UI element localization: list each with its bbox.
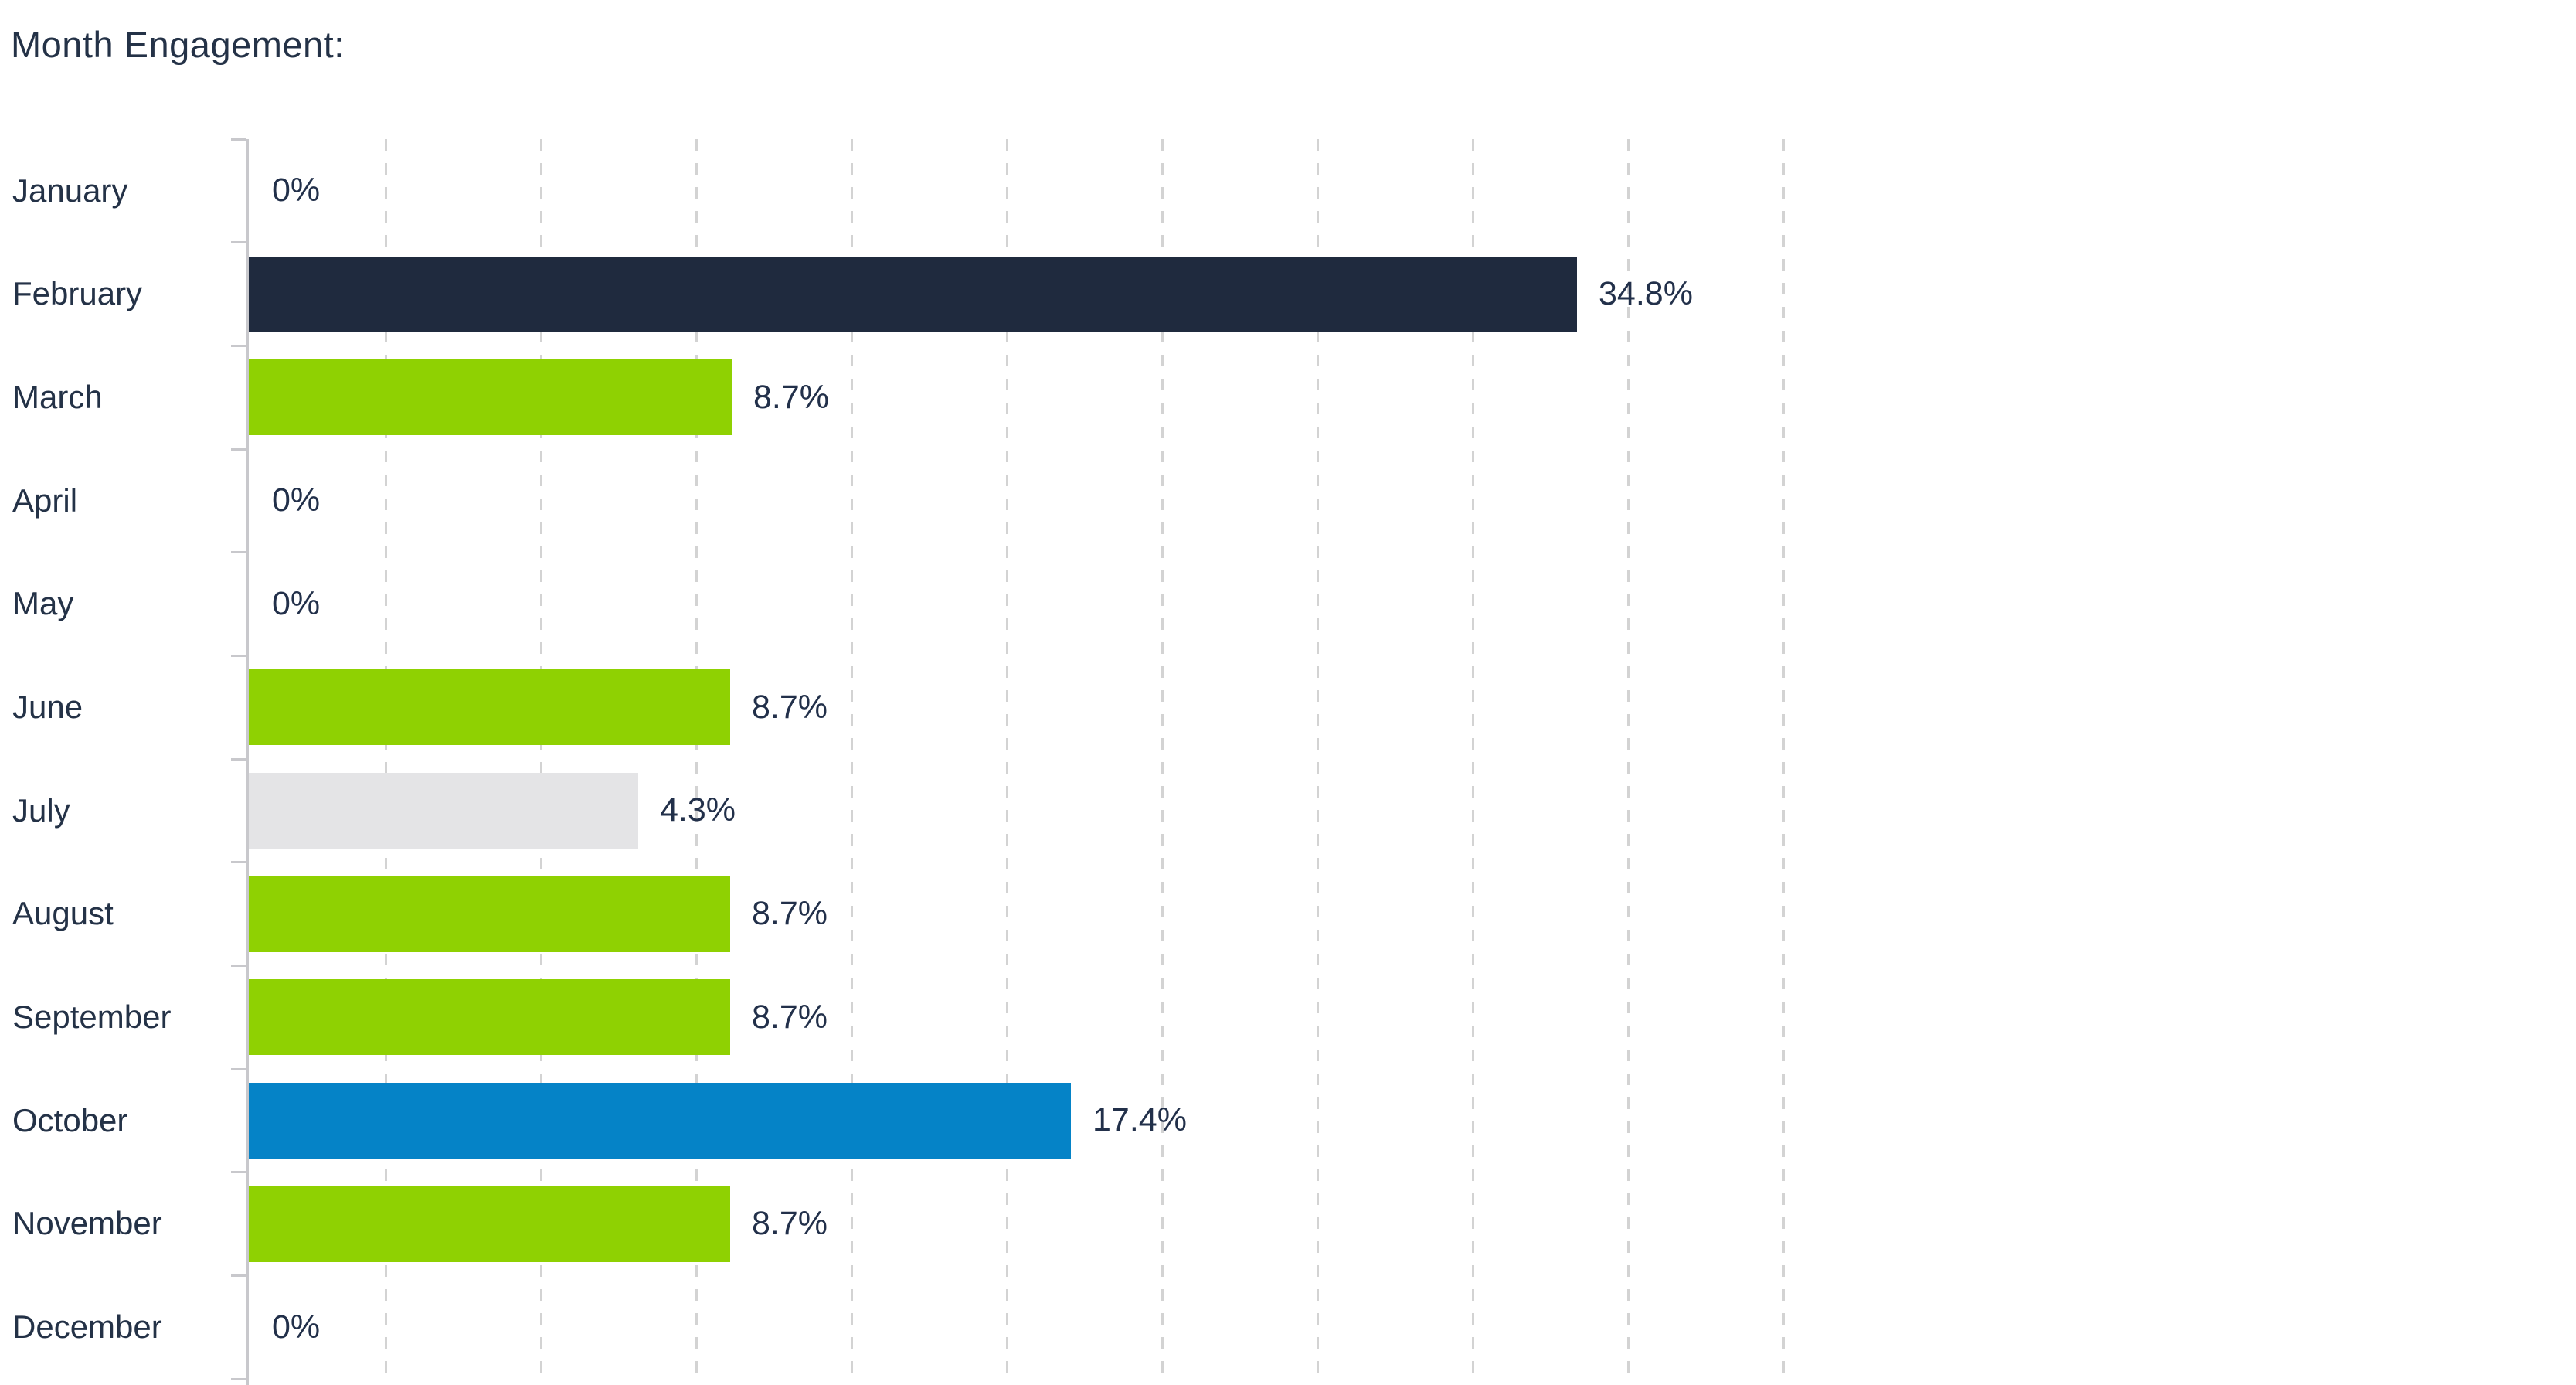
value-label: 0%: [272, 1308, 321, 1346]
bar: [249, 773, 638, 849]
chart-row: June 8.7%: [0, 655, 2576, 759]
value-label: 17.4%: [1093, 1101, 1187, 1139]
axis-tick: [231, 1171, 246, 1174]
month-label: January: [12, 172, 128, 209]
month-label: May: [12, 585, 74, 622]
value-label: 8.7%: [752, 894, 828, 932]
month-label: December: [12, 1308, 162, 1346]
chart-row: March 8.7%: [0, 345, 2576, 449]
axis-tick: [231, 447, 246, 451]
value-label: 0%: [272, 584, 321, 622]
chart-row: October 17.4%: [0, 1069, 2576, 1172]
value-label: 8.7%: [752, 688, 828, 726]
value-label: 8.7%: [752, 998, 828, 1036]
axis-tick: [231, 654, 246, 657]
value-label: 0%: [272, 172, 321, 209]
gridline: [1782, 139, 1785, 1379]
month-label: June: [12, 689, 83, 726]
value-label: 0%: [272, 482, 321, 519]
gridline: [1006, 139, 1008, 1379]
month-label: August: [12, 895, 114, 932]
month-label: October: [12, 1101, 128, 1138]
month-label: November: [12, 1205, 162, 1242]
axis-tick: [231, 344, 246, 347]
month-label: July: [12, 791, 70, 829]
chart-row: December 0%: [0, 1275, 2576, 1379]
gridline: [540, 139, 542, 1379]
chart-row: September 8.7%: [0, 965, 2576, 1069]
bar: [249, 979, 730, 1056]
bar: [249, 1083, 1071, 1159]
value-label: 8.7%: [752, 1204, 828, 1242]
gridline: [1627, 139, 1630, 1379]
axis-tick: [231, 1274, 246, 1277]
axis-tick: [231, 551, 246, 554]
chart-row: May 0%: [0, 553, 2576, 656]
axis-tick: [231, 964, 246, 967]
gridline: [695, 139, 698, 1379]
plot-area: [231, 138, 1785, 1385]
month-engagement-bar-chart: January 0% February 34.8% March 8.7% Apr…: [0, 138, 2576, 1385]
month-label: September: [12, 999, 172, 1036]
gridline: [851, 139, 853, 1379]
chart-row: July 4.3%: [0, 759, 2576, 863]
gridline: [1317, 139, 1319, 1379]
chart-row: February 34.8%: [0, 243, 2576, 346]
axis-tick: [231, 1067, 246, 1070]
axis-tick: [231, 757, 246, 761]
bar: [249, 669, 730, 746]
bar: [249, 876, 730, 952]
gridline: [1472, 139, 1474, 1379]
gridline: [385, 139, 387, 1379]
gridline: [1161, 139, 1164, 1379]
value-label: 4.3%: [660, 791, 736, 829]
chart-title: Month Engagement:: [11, 24, 345, 65]
chart-row: April 0%: [0, 449, 2576, 553]
month-label: March: [12, 379, 103, 416]
chart-row: November 8.7%: [0, 1172, 2576, 1276]
value-label: 8.7%: [753, 378, 830, 416]
axis-tick: [231, 241, 246, 244]
value-label: 34.8%: [1599, 274, 1693, 312]
axis-tick: [231, 138, 246, 141]
chart-row: January 0%: [0, 139, 2576, 243]
axis-tick: [231, 861, 246, 864]
chart-row: August 8.7%: [0, 863, 2576, 966]
bar: [249, 1186, 730, 1262]
axis-tick: [231, 1377, 246, 1380]
bar: [249, 359, 732, 436]
y-axis-line: [246, 139, 249, 1385]
bar: [249, 256, 1577, 332]
month-label: April: [12, 482, 78, 519]
month-label: February: [12, 275, 143, 312]
